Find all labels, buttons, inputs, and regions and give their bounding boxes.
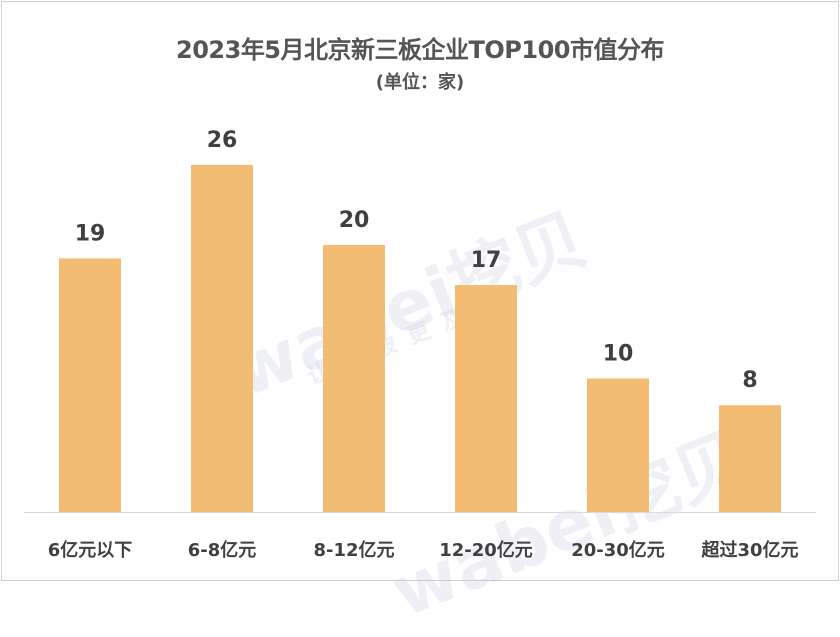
bar xyxy=(587,378,649,512)
data-label: 20 xyxy=(339,208,370,233)
bar xyxy=(59,258,121,512)
bar xyxy=(323,245,385,512)
x-tick-label: 20-30亿元 xyxy=(571,539,665,561)
bar xyxy=(191,164,253,512)
x-tick-label: 8-12亿元 xyxy=(313,539,394,561)
bar xyxy=(719,405,781,512)
bar xyxy=(455,285,517,512)
data-label: 26 xyxy=(207,128,238,153)
x-tick-label: 12-20亿元 xyxy=(439,539,533,561)
chart-title: 2023年5月北京新三板企业TOP100市值分布 xyxy=(176,36,664,64)
data-label: 8 xyxy=(742,368,757,393)
bar-chart: 19 6亿元以下 26 6-8亿元 20 8-12亿元 17 12-20亿元 10 20-30亿元… xyxy=(24,128,816,561)
x-tick-label: 6亿元以下 xyxy=(48,539,133,561)
chart-subtitle: (单位：家) xyxy=(375,72,465,93)
x-tick-label: 超过30亿元 xyxy=(701,539,798,561)
data-label: 10 xyxy=(603,342,634,367)
chart-frame xyxy=(1,1,839,581)
x-tick-label: 6-8亿元 xyxy=(188,539,257,561)
data-label: 17 xyxy=(471,248,502,273)
data-label: 19 xyxy=(75,221,106,246)
